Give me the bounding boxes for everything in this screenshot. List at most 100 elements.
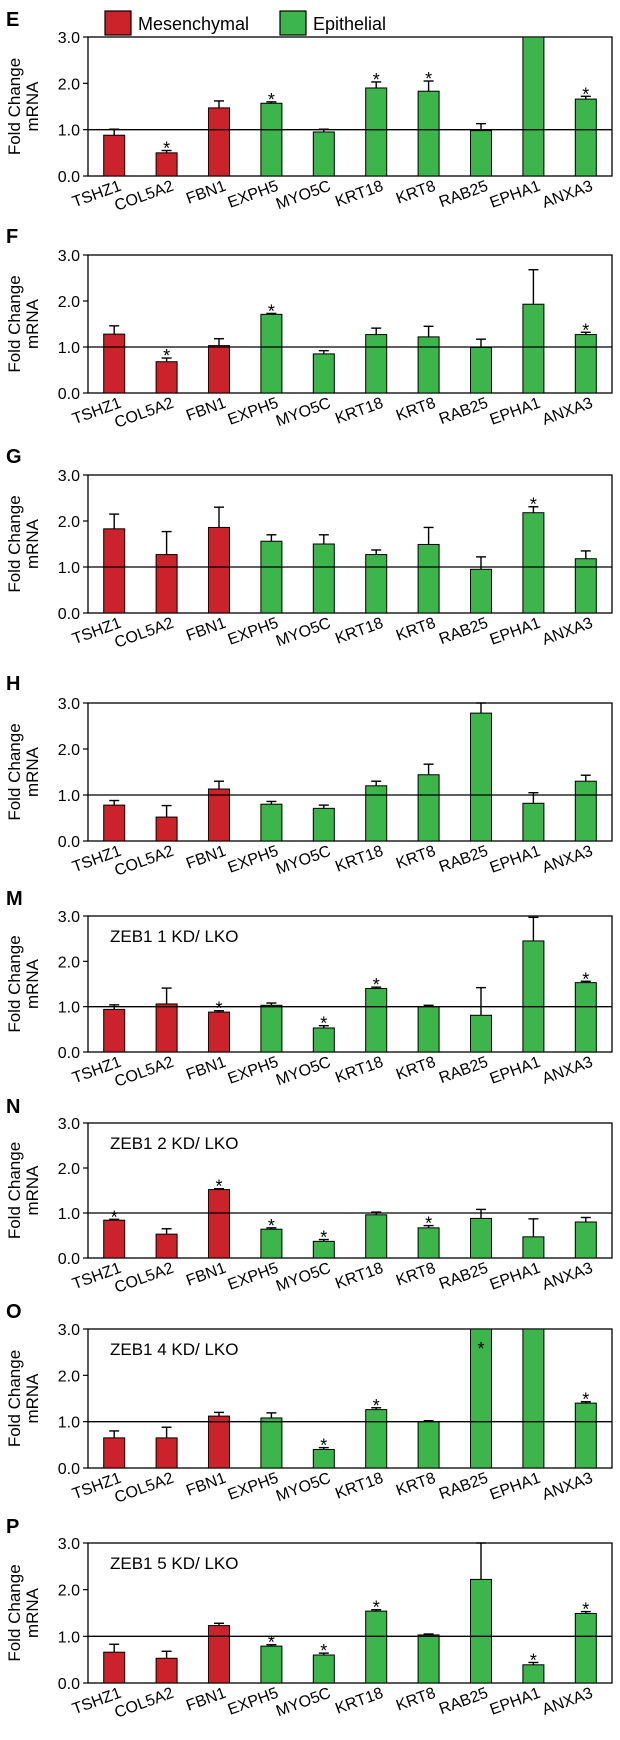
x-tick-label: EPHA1: [488, 843, 543, 877]
bar: [470, 1014, 492, 1053]
panel-annotation: ZEB1 2 KD/ LKO: [110, 1134, 239, 1153]
bar: [522, 36, 545, 177]
panel-O: O Fold Change mRNA 0.0 1.0 2.0 3.0 * * * * ZEB1 4 K…: [5, 1301, 613, 1507]
plot-frame: [87, 1328, 613, 1469]
x-tick-label: FBN1: [184, 1470, 228, 1500]
panel-annotation: ZEB1 1 KD/ LKO: [110, 927, 239, 946]
x-tick-label: RAB25: [437, 178, 491, 211]
x-tick-label: FBN1: [184, 395, 228, 425]
x-tick-label: ANXA3: [540, 395, 595, 429]
x-tick-label: MYO5C: [274, 1470, 333, 1505]
bar: [574, 1221, 597, 1259]
bar: [365, 87, 388, 177]
bar: [522, 940, 545, 1053]
bar: [155, 1657, 178, 1684]
y-tick-label: 0.0: [58, 834, 80, 851]
x-tick-label: RAB25: [437, 395, 491, 428]
x-tick-label: COL5A2: [112, 1260, 176, 1297]
x-tick-label: EXPH5: [226, 1054, 281, 1088]
panel-letter: E: [6, 9, 19, 31]
bar: [155, 1003, 178, 1053]
x-tick-label: MYO5C: [274, 1260, 333, 1295]
plot-frame: [87, 254, 613, 394]
bar: [470, 712, 492, 842]
x-tick-label: EPHA1: [488, 395, 543, 429]
bar: [417, 1421, 440, 1469]
plot-frame: [87, 915, 613, 1053]
x-tick-label: KRT18: [333, 843, 385, 876]
significance-star: *: [320, 1641, 327, 1661]
plot-frame: [87, 1542, 613, 1684]
y-tick-label: 1.0: [58, 788, 80, 805]
panel-letter: M: [6, 888, 23, 910]
plot-frame: [87, 474, 613, 614]
x-tick-label: KRT8: [394, 1685, 438, 1715]
x-tick-label: COL5A2: [112, 395, 176, 432]
y-tick-label: 0.0: [58, 1251, 80, 1268]
bar: [155, 1437, 178, 1469]
y-axis-label: mRNA: [23, 1587, 42, 1638]
plot-frame: [87, 1122, 613, 1259]
x-tick-label: EXPH5: [226, 395, 281, 429]
x-tick-label: MYO5C: [274, 1685, 333, 1720]
bar: [365, 334, 388, 394]
y-tick-label: 1.0: [58, 560, 80, 577]
bar: [365, 785, 388, 842]
x-tick-label: KRT18: [333, 178, 385, 211]
panel-annotation: ZEB1 5 KD/ LKO: [110, 1554, 239, 1573]
y-tick-label: 1.0: [58, 340, 80, 357]
y-tick-label: 2.0: [58, 742, 80, 759]
x-tick-label: COL5A2: [112, 615, 176, 652]
y-tick-label: 2.0: [58, 1583, 80, 1600]
x-tick-label: COL5A2: [112, 1685, 176, 1722]
y-tick-label: 1.0: [58, 1415, 80, 1432]
bar: [365, 988, 388, 1053]
y-axis-label: Fold Change: [5, 1350, 24, 1447]
y-tick-label: 2.0: [58, 1161, 80, 1178]
panel-letter: F: [6, 226, 18, 248]
x-tick-label: MYO5C: [274, 615, 333, 650]
bar: [522, 1328, 545, 1469]
bar: [155, 554, 178, 614]
significance-star: *: [163, 346, 170, 366]
significance-star: *: [215, 999, 222, 1019]
significance-star: *: [268, 1216, 275, 1236]
x-tick-label: KRT8: [394, 843, 438, 873]
bar: [470, 1578, 492, 1684]
bar: [260, 540, 283, 614]
x-tick-label: RAB25: [437, 843, 491, 876]
bar: [417, 774, 440, 842]
x-tick-label: KRT18: [333, 615, 385, 648]
x-tick-label: KRT8: [394, 1054, 438, 1084]
significance-star: *: [582, 969, 589, 989]
x-tick-label: FBN1: [184, 1260, 228, 1290]
plot-frame: [87, 702, 613, 842]
significance-star: *: [373, 70, 380, 90]
y-tick-label: 0.0: [58, 1461, 80, 1478]
x-tick-label: COL5A2: [112, 1470, 176, 1507]
y-axis-label: Fold Change: [5, 723, 24, 820]
y-axis-label: Fold Change: [5, 1564, 24, 1661]
significance-star: *: [373, 1396, 380, 1416]
y-tick-label: 1.0: [58, 123, 80, 140]
bar: [312, 353, 335, 394]
x-tick-label: KRT8: [394, 178, 438, 208]
panel-N: N Fold Change mRNA 0.0 1.0 2.0 3.0 * * * * * ZEB1 2 …: [5, 1096, 613, 1297]
y-axis-label: mRNA: [23, 518, 42, 569]
bar: [574, 98, 597, 177]
significance-star: *: [530, 1650, 537, 1670]
bar: [103, 1651, 126, 1684]
panel-letter: N: [6, 1096, 20, 1118]
x-tick-label: KRT8: [394, 395, 438, 425]
bar: [574, 780, 597, 842]
x-tick-label: KRT18: [333, 1260, 385, 1293]
significance-star: *: [425, 69, 432, 89]
significance-star: *: [425, 1214, 432, 1234]
significance-star: *: [530, 495, 537, 515]
y-tick-label: 3.0: [58, 696, 80, 713]
y-tick-label: 0.0: [58, 386, 80, 403]
bar: [260, 1417, 283, 1469]
x-tick-label: EXPH5: [226, 1260, 281, 1294]
bar: [470, 346, 492, 394]
